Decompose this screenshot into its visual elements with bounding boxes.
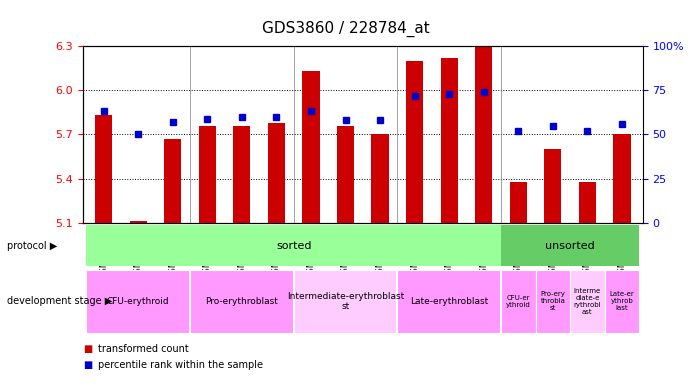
Text: transformed count: transformed count: [98, 344, 189, 354]
Text: Late-er
ythrob
last: Late-er ythrob last: [609, 291, 634, 311]
Bar: [510, 182, 527, 223]
Text: Intermediate-erythroblast
st: Intermediate-erythroblast st: [287, 292, 404, 311]
Bar: [199, 126, 216, 223]
Bar: [501, 225, 639, 266]
Bar: [95, 115, 112, 223]
Bar: [86, 225, 501, 266]
Bar: [536, 270, 570, 333]
Bar: [294, 270, 397, 333]
Bar: [406, 61, 423, 223]
Bar: [292, 270, 295, 333]
Text: CFU-er
ythroid: CFU-er ythroid: [506, 295, 531, 308]
Text: ■: ■: [83, 344, 92, 354]
Text: percentile rank within the sample: percentile rank within the sample: [98, 360, 263, 370]
Bar: [570, 270, 605, 333]
Bar: [190, 270, 294, 333]
Text: GDS3860 / 228784_at: GDS3860 / 228784_at: [262, 21, 429, 37]
Bar: [614, 134, 630, 223]
Text: unsorted: unsorted: [545, 241, 595, 251]
Bar: [189, 270, 191, 333]
Bar: [579, 182, 596, 223]
Text: Pro-erythroblast: Pro-erythroblast: [205, 297, 278, 306]
Text: CFU-erythroid: CFU-erythroid: [107, 297, 169, 306]
Text: development stage ▶: development stage ▶: [7, 296, 112, 306]
Bar: [501, 270, 536, 333]
Text: protocol ▶: protocol ▶: [7, 241, 57, 251]
Text: Interme
diate-e
rythrobl
ast: Interme diate-e rythrobl ast: [574, 288, 601, 315]
Bar: [397, 270, 501, 333]
Bar: [234, 126, 251, 223]
Bar: [545, 149, 561, 223]
Bar: [605, 270, 639, 333]
Bar: [475, 46, 492, 223]
Bar: [500, 270, 502, 333]
Bar: [337, 126, 354, 223]
Bar: [372, 134, 388, 223]
Bar: [396, 270, 399, 333]
Bar: [302, 71, 319, 223]
Bar: [86, 270, 190, 333]
Text: sorted: sorted: [276, 241, 312, 251]
Text: ■: ■: [83, 360, 92, 370]
Bar: [268, 122, 285, 223]
Bar: [164, 139, 181, 223]
Bar: [441, 58, 457, 223]
Text: Pro-ery
throbla
st: Pro-ery throbla st: [540, 291, 565, 311]
Bar: [129, 221, 146, 223]
Text: Late-erythroblast: Late-erythroblast: [410, 297, 489, 306]
